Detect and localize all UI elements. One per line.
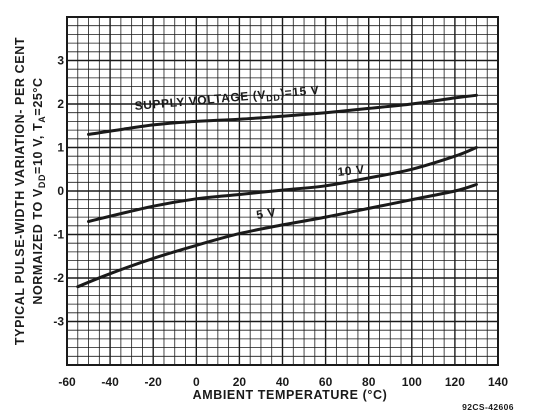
x-tick-label: 0 <box>193 375 200 389</box>
series-label-10v: 10 V <box>337 162 365 179</box>
x-tick-label: 20 <box>233 375 247 389</box>
y-tick-label: 1 <box>57 141 64 155</box>
series-lines <box>76 93 478 289</box>
x-tick-label: 80 <box>362 375 376 389</box>
x-tick-label: -60 <box>58 375 76 389</box>
x-tick-label: 120 <box>445 375 465 389</box>
y-tick-label: -3 <box>53 315 64 329</box>
series-line-15v <box>87 93 478 136</box>
series-line-10v <box>87 146 478 223</box>
y-axis-title-line1: TYPICAL PULSE-WIDTH VARIATION- PER CENT <box>13 37 27 345</box>
x-tick-label: 100 <box>402 375 422 389</box>
x-tick-label: 140 <box>488 375 508 389</box>
figure-code: 92CS-42606 <box>462 402 514 412</box>
x-axis-title: AMBIENT TEMPERATURE (°C) <box>193 388 388 402</box>
x-tick-label: -20 <box>145 375 163 389</box>
x-tick-label: -40 <box>101 375 119 389</box>
y-tick-label: 0 <box>57 184 64 198</box>
y-tick-label: -2 <box>53 271 64 285</box>
series-label-5v: 5 V <box>255 205 277 222</box>
x-tick-label: 60 <box>319 375 333 389</box>
plot-frame <box>66 16 499 366</box>
y-axis-title-line2: NORMAIZED TO VDD=10 V, TA=25°C <box>31 77 47 304</box>
series-line-5v <box>76 183 478 289</box>
x-tick-label: 40 <box>276 375 290 389</box>
y-tick-labels: 3 2 1 0 -1 -2 -3 <box>53 54 64 329</box>
y-tick-label: -1 <box>53 228 64 242</box>
x-tick-labels: -60 -40 -20 0 20 40 60 80 100 120 140 <box>58 375 508 389</box>
y-tick-label: 2 <box>57 97 64 111</box>
y-tick-label: 3 <box>57 54 64 68</box>
